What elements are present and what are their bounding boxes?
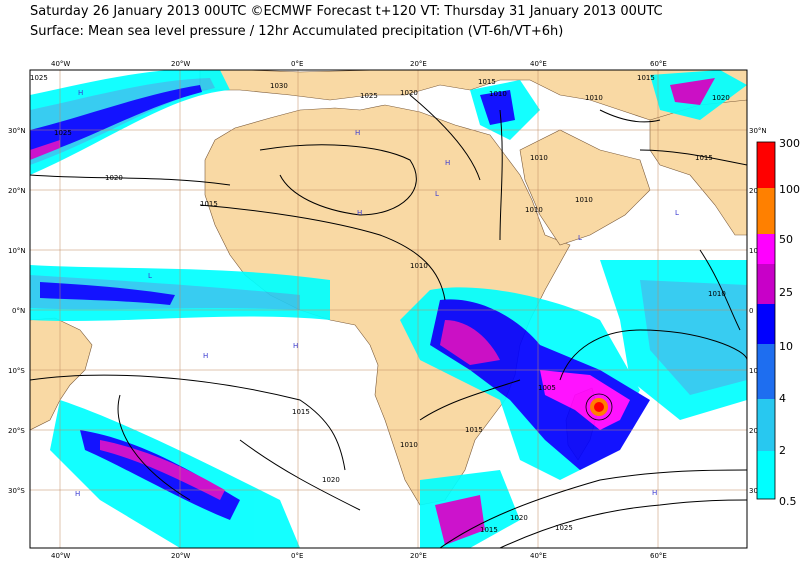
lat-tick: 30°N bbox=[749, 127, 767, 135]
colorbar-label: 2 bbox=[779, 444, 786, 457]
isobar-label: 1030 bbox=[270, 82, 288, 90]
isobar-label: 1025 bbox=[555, 524, 573, 532]
forecast-title: Saturday 26 January 2013 00UTC ©ECMWF Fo… bbox=[30, 4, 663, 19]
lon-tick: 40°W bbox=[51, 60, 70, 68]
lon-tick: 20°E bbox=[410, 552, 427, 560]
lon-tick: 20°W bbox=[171, 552, 190, 560]
isobar-label: 1010 bbox=[530, 154, 548, 162]
lat-tick: 10°S bbox=[8, 367, 25, 375]
isobar-label: 1005 bbox=[538, 384, 556, 392]
low-pressure-marker: L bbox=[435, 190, 439, 198]
lon-tick: 0°E bbox=[291, 60, 303, 68]
lat-tick: 10 bbox=[749, 247, 758, 255]
colorbar-2 bbox=[757, 399, 775, 451]
lat-tick: 10 bbox=[749, 367, 758, 375]
low-pressure-marker: L bbox=[148, 272, 152, 280]
lon-tick: 0°E bbox=[291, 552, 303, 560]
lat-tick: 0 bbox=[749, 307, 753, 315]
low-pressure-marker: L bbox=[675, 209, 679, 217]
isobar-label: 1010 bbox=[410, 262, 428, 270]
isobar-label: 1010 bbox=[525, 206, 543, 214]
lat-tick: 20 bbox=[749, 187, 758, 195]
isobar-label: 1015 bbox=[292, 408, 310, 416]
isobar-label: 1020 bbox=[400, 89, 418, 97]
lat-tick: 20 bbox=[749, 427, 758, 435]
isobar-label: 1020 bbox=[105, 174, 123, 182]
lon-tick: 40°E bbox=[530, 60, 547, 68]
high-pressure-marker: H bbox=[445, 159, 450, 167]
latitude-ticks-left: 30°N 20°N 10°N 0°N 10°S 20°S 30°S bbox=[8, 127, 26, 495]
isobar-label: 1015 bbox=[480, 526, 498, 534]
isobar-label: 1010 bbox=[489, 90, 507, 98]
colorbar-300 bbox=[757, 142, 775, 188]
map-frame bbox=[29, 69, 748, 549]
isobar-label: 1015 bbox=[695, 154, 713, 162]
lon-tick: 60°E bbox=[650, 60, 667, 68]
forecast-subtitle: Surface: Mean sea level pressure / 12hr … bbox=[30, 24, 564, 39]
high-pressure-marker: H bbox=[357, 209, 362, 217]
isobar-label: 1025 bbox=[54, 129, 72, 137]
high-pressure-marker: H bbox=[293, 342, 298, 350]
isobar-label: 1020 bbox=[712, 94, 730, 102]
isobar-label: 1015 bbox=[465, 426, 483, 434]
colorbar-label: 0.5 bbox=[779, 495, 797, 508]
isobar-label: 1010 bbox=[575, 196, 593, 204]
longitude-ticks-top: 40°W 20°W 0°E 20°E 40°E 60°E bbox=[51, 60, 667, 68]
isobar-label: 1015 bbox=[200, 200, 218, 208]
lat-tick: 20°N bbox=[8, 187, 26, 195]
latitude-ticks-right: 30°N 20 10 0 10 20 30 bbox=[749, 127, 767, 495]
lat-tick: 20°S bbox=[8, 427, 25, 435]
high-pressure-marker: H bbox=[75, 490, 80, 498]
isobar-label: 1010 bbox=[708, 290, 726, 298]
lon-tick: 40°W bbox=[51, 552, 70, 560]
high-pressure-marker: H bbox=[355, 129, 360, 137]
longitude-ticks-bottom: 40°W 20°W 0°E 20°E 40°E 60°E bbox=[51, 552, 667, 560]
lat-tick: 30 bbox=[749, 487, 758, 495]
lat-tick: 10°N bbox=[8, 247, 26, 255]
land-south-america bbox=[30, 317, 93, 431]
isobar-labels: 1025 1030 1020 1015 1010 1015 1010 1010 … bbox=[30, 74, 730, 534]
colorbar-label: 50 bbox=[779, 233, 793, 246]
lon-tick: 60°E bbox=[650, 552, 667, 560]
isobars bbox=[30, 94, 747, 548]
lon-tick: 20°E bbox=[410, 60, 427, 68]
isobar-label: 1020 bbox=[510, 514, 528, 522]
isobar-label: 1015 bbox=[478, 78, 496, 86]
colorbar-label: 4 bbox=[779, 392, 786, 405]
land-arabia bbox=[519, 129, 651, 246]
high-pressure-marker: H bbox=[203, 352, 208, 360]
colorbar-25 bbox=[757, 264, 775, 304]
high-pressure-marker: H bbox=[78, 89, 83, 97]
colorbar-label: 100 bbox=[779, 183, 800, 196]
colorbar-label: 10 bbox=[779, 340, 793, 353]
low-pressure-marker: L bbox=[578, 234, 582, 242]
isobar-label: 1010 bbox=[585, 94, 603, 102]
lon-tick: 20°W bbox=[171, 60, 190, 68]
colorbar-label: 25 bbox=[779, 286, 793, 299]
colorbar-50 bbox=[757, 234, 775, 264]
colorbar-10 bbox=[757, 304, 775, 344]
colorbar-4 bbox=[757, 344, 775, 399]
lat-tick: 30°N bbox=[8, 127, 26, 135]
lat-lon-grid bbox=[30, 70, 747, 548]
isobar-label: 1010 bbox=[400, 441, 418, 449]
colorbar-0-5 bbox=[757, 451, 775, 499]
isobar-label: 1025 bbox=[360, 92, 378, 100]
pressure-centres: H H H L L H L L H H H H bbox=[75, 89, 679, 498]
lon-tick: 40°E bbox=[530, 552, 547, 560]
high-pressure-marker: H bbox=[652, 489, 657, 497]
colorbar-100 bbox=[757, 188, 775, 234]
lat-tick: 0°N bbox=[12, 307, 25, 315]
isobar-label: 1015 bbox=[637, 74, 655, 82]
lat-tick: 30°S bbox=[8, 487, 25, 495]
precipitation-colorbar bbox=[756, 141, 776, 500]
land-europe bbox=[199, 70, 747, 131]
isobar-label: 1025 bbox=[30, 74, 48, 82]
colorbar-label: 300 bbox=[779, 137, 800, 150]
isobar-label: 1020 bbox=[322, 476, 340, 484]
